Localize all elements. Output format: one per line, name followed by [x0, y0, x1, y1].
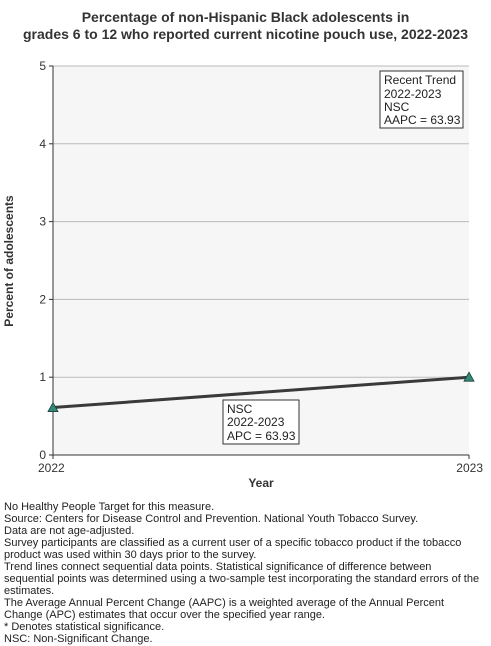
- segment-annotation: NSC 2022-2023 APC = 63.93: [222, 399, 300, 445]
- segment-line-2: 2022-2023: [227, 415, 285, 429]
- footnote-line: Trend lines connect sequential data poin…: [4, 561, 432, 573]
- y-tick-label: 4: [39, 137, 46, 151]
- x-ticks: 2022 2023: [38, 455, 483, 475]
- plot-background: [53, 66, 469, 455]
- recent-trend-line-4: AAPC = 63.93: [384, 113, 461, 127]
- footnote-line: * Denotes statistical significance.: [4, 621, 165, 633]
- footnote-line: No Healthy People Target for this measur…: [4, 501, 215, 513]
- recent-trend-annotation: Recent Trend 2022-2023 NSC AAPC = 63.93: [379, 70, 464, 129]
- recent-trend-line-1: Recent Trend: [384, 73, 456, 87]
- y-axis-label: Percent of adolescents: [2, 195, 16, 327]
- y-tick-label: 0: [39, 448, 46, 462]
- footnote-line: sequential points was determined using a…: [4, 573, 480, 585]
- segment-line-3: APC = 63.93: [227, 429, 296, 443]
- chart-title-line-1: Percentage of non-Hispanic Black adolesc…: [81, 9, 410, 25]
- footnote-line: estimates.: [4, 585, 55, 597]
- data-point-marker: [47, 401, 59, 412]
- series-layer: [47, 371, 475, 412]
- footnote-line: Source: Centers for Disease Control and …: [4, 513, 419, 525]
- footnotes: No Healthy People Target for this measur…: [4, 501, 490, 645]
- y-tick-label: 3: [39, 215, 46, 229]
- x-axis-label: Year: [248, 476, 274, 490]
- gridlines: [53, 65, 469, 378]
- footnote-line: Survey participants are classified as a …: [4, 537, 462, 549]
- x-tick-label: 2023: [456, 461, 483, 475]
- y-tick-label: 2: [39, 292, 46, 306]
- recent-trend-box: [379, 70, 464, 129]
- y-tick-label: 1: [39, 370, 46, 384]
- series-line: [52, 375, 470, 410]
- data-point-marker: [463, 371, 475, 382]
- y-tick-label: 5: [39, 59, 46, 73]
- footnote-line: product was used within 30 days prior to…: [4, 549, 257, 561]
- recent-trend-line-3: NSC: [384, 100, 410, 114]
- chart-title: Percentage of non-Hispanic Black adolesc…: [0, 9, 491, 43]
- segment-box: [222, 399, 300, 445]
- line-chart: 0 1 2 3 4 5 2022 2023 Year Percent of adolesce…: [2, 59, 483, 490]
- x-tick-label: 2022: [38, 461, 65, 475]
- y-ticks: 0 1 2 3 4 5: [39, 59, 53, 462]
- footnote-line: Change (APC) estimates that occur over t…: [4, 609, 325, 621]
- recent-trend-line-2: 2022-2023: [384, 87, 442, 101]
- chart-title-line-2: grades 6 to 12 who reported current nico…: [22, 26, 469, 42]
- footnote-line: Data are not age-adjusted.: [4, 525, 135, 537]
- footnote-line: NSC: Non-Significant Change.: [4, 633, 153, 645]
- segment-line-1: NSC: [227, 402, 253, 416]
- footnote-line: The Average Annual Percent Change (AAPC)…: [4, 597, 445, 609]
